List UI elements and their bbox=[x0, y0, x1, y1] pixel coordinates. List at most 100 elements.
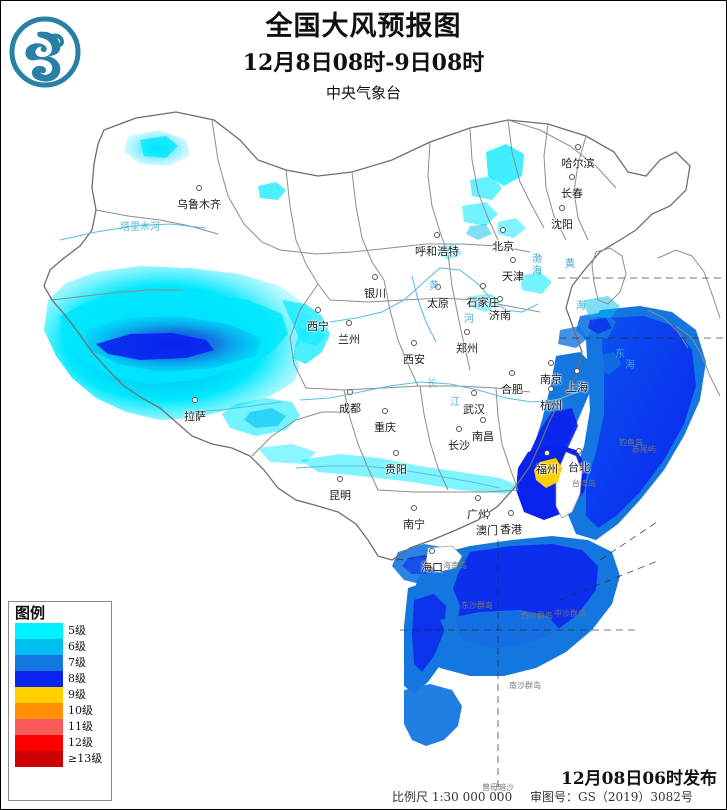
city-marker-dot bbox=[475, 495, 481, 501]
city-marker-dot bbox=[509, 370, 515, 376]
city-label: 西宁 bbox=[307, 320, 329, 333]
city-marker-dot bbox=[548, 386, 554, 392]
city-marker-dot bbox=[548, 360, 554, 366]
sea-label: 渤 bbox=[532, 254, 542, 265]
island-label: 赤尾屿 bbox=[632, 445, 656, 454]
city-label: 南宁 bbox=[403, 518, 425, 531]
city-label: 海口 bbox=[421, 561, 443, 574]
legend-swatch bbox=[15, 671, 63, 687]
graticule bbox=[395, 277, 727, 800]
river-label: 河 bbox=[464, 314, 474, 325]
city-label: 乌鲁木齐 bbox=[177, 198, 221, 211]
city-marker-dot bbox=[411, 340, 417, 346]
city-label: 贵阳 bbox=[385, 463, 407, 476]
city-label: 长沙 bbox=[448, 439, 470, 452]
legend-rows: 5级 6级 7级 8级 9级 10级 11级 12级 ≥13级 bbox=[9, 623, 111, 767]
city-label: 合肥 bbox=[501, 383, 523, 396]
city-marker-dot bbox=[500, 227, 506, 233]
city-marker-dot bbox=[510, 257, 516, 263]
city-label: 北京 bbox=[492, 240, 514, 253]
scale-text: 比例尺 1:30 000 000 bbox=[392, 790, 513, 804]
city-marker-dot bbox=[575, 144, 581, 150]
legend-swatch bbox=[15, 687, 63, 703]
city-label: 天津 bbox=[502, 270, 524, 283]
sea-label: 海 bbox=[576, 301, 586, 312]
legend-swatch bbox=[15, 735, 63, 751]
legend-label: 12级 bbox=[68, 736, 93, 749]
legend-label: 7级 bbox=[68, 656, 86, 669]
city-marker-dot bbox=[480, 417, 486, 423]
wind-area-level5 bbox=[44, 130, 552, 494]
city-label: 石家庄 bbox=[466, 296, 500, 309]
city-marker-dot bbox=[196, 185, 202, 191]
city-label: 拉萨 bbox=[184, 410, 206, 423]
city-label: 福州 bbox=[536, 463, 558, 476]
city-label: 香港 bbox=[500, 523, 522, 536]
city-label: 广州 bbox=[467, 508, 489, 521]
legend-row: 9级 bbox=[9, 687, 111, 703]
city-marker-dot bbox=[382, 408, 388, 414]
city-marker-dot bbox=[559, 205, 565, 211]
legend-label: 6级 bbox=[68, 640, 86, 653]
sea-label: 海 bbox=[532, 266, 542, 277]
city-marker-dot bbox=[429, 548, 435, 554]
city-label: 呼和浩特 bbox=[415, 245, 459, 258]
city-marker-dot bbox=[544, 450, 550, 456]
river-label: 长 bbox=[427, 379, 437, 390]
review-number-text: 审图号：GS（2019）3082号 bbox=[530, 790, 693, 804]
city-marker-dot bbox=[346, 320, 352, 326]
city-label: 上海 bbox=[566, 381, 588, 394]
island-label: 钓鱼岛 bbox=[619, 438, 643, 447]
city-marker-dot bbox=[464, 329, 470, 335]
sea-label: 海 bbox=[625, 360, 635, 371]
city-marker-dot bbox=[471, 390, 477, 396]
legend-title: 图例 bbox=[15, 604, 46, 622]
legend-swatch bbox=[15, 703, 63, 719]
legend-row: 8级 bbox=[9, 671, 111, 687]
legend-row: 12级 bbox=[9, 735, 111, 751]
city-label: 重庆 bbox=[374, 421, 396, 434]
map-borders bbox=[43, 111, 721, 561]
legend-label: 8级 bbox=[68, 672, 86, 685]
legend-label: 11级 bbox=[68, 720, 93, 733]
city-label: 西安 bbox=[403, 353, 425, 366]
city-label: 长春 bbox=[561, 187, 583, 200]
city-label: 成都 bbox=[339, 402, 361, 415]
legend-row: ≥13级 bbox=[9, 751, 111, 767]
city-label: 济南 bbox=[489, 309, 511, 322]
island-label: 南沙群岛 bbox=[509, 681, 541, 690]
island-label: 海南岛 bbox=[443, 561, 467, 570]
city-marker-dot bbox=[337, 476, 343, 482]
legend-row: 7级 bbox=[9, 655, 111, 671]
island-label: 台湾岛 bbox=[572, 479, 596, 488]
legend-swatch bbox=[15, 623, 63, 639]
legend-row: 10级 bbox=[9, 703, 111, 719]
city-marker-dot bbox=[434, 232, 440, 238]
legend-swatch bbox=[15, 639, 63, 655]
city-marker-dot bbox=[315, 307, 321, 313]
island-label: 曾母暗沙 bbox=[482, 783, 514, 792]
legend-label: 9级 bbox=[68, 688, 86, 701]
city-marker-dot bbox=[192, 397, 198, 403]
city-marker-dot bbox=[480, 283, 486, 289]
city-marker-dot bbox=[576, 448, 582, 454]
island-label: 东沙群岛 bbox=[461, 601, 493, 610]
wind-area-level7-8-offshore bbox=[392, 296, 706, 746]
city-label: 沈阳 bbox=[551, 218, 573, 231]
legend-row: 11级 bbox=[9, 719, 111, 735]
sea-label: 黄 bbox=[565, 259, 575, 270]
city-marker-dot bbox=[393, 450, 399, 456]
city-marker-dot bbox=[497, 296, 503, 302]
city-label: 太原 bbox=[427, 297, 449, 310]
city-marker-dot bbox=[574, 368, 580, 374]
map-scale-and-review: 比例尺 1:30 000 000 审图号：GS（2019）3082号 bbox=[392, 788, 707, 805]
river-label: 江 bbox=[450, 397, 460, 408]
city-marker-dot bbox=[411, 505, 417, 511]
legend-label: 10级 bbox=[68, 704, 93, 717]
island-label: 中沙群岛 bbox=[554, 609, 586, 618]
city-marker-dot bbox=[508, 510, 514, 516]
city-marker-dot bbox=[456, 426, 462, 432]
legend-row: 6级 bbox=[9, 639, 111, 655]
